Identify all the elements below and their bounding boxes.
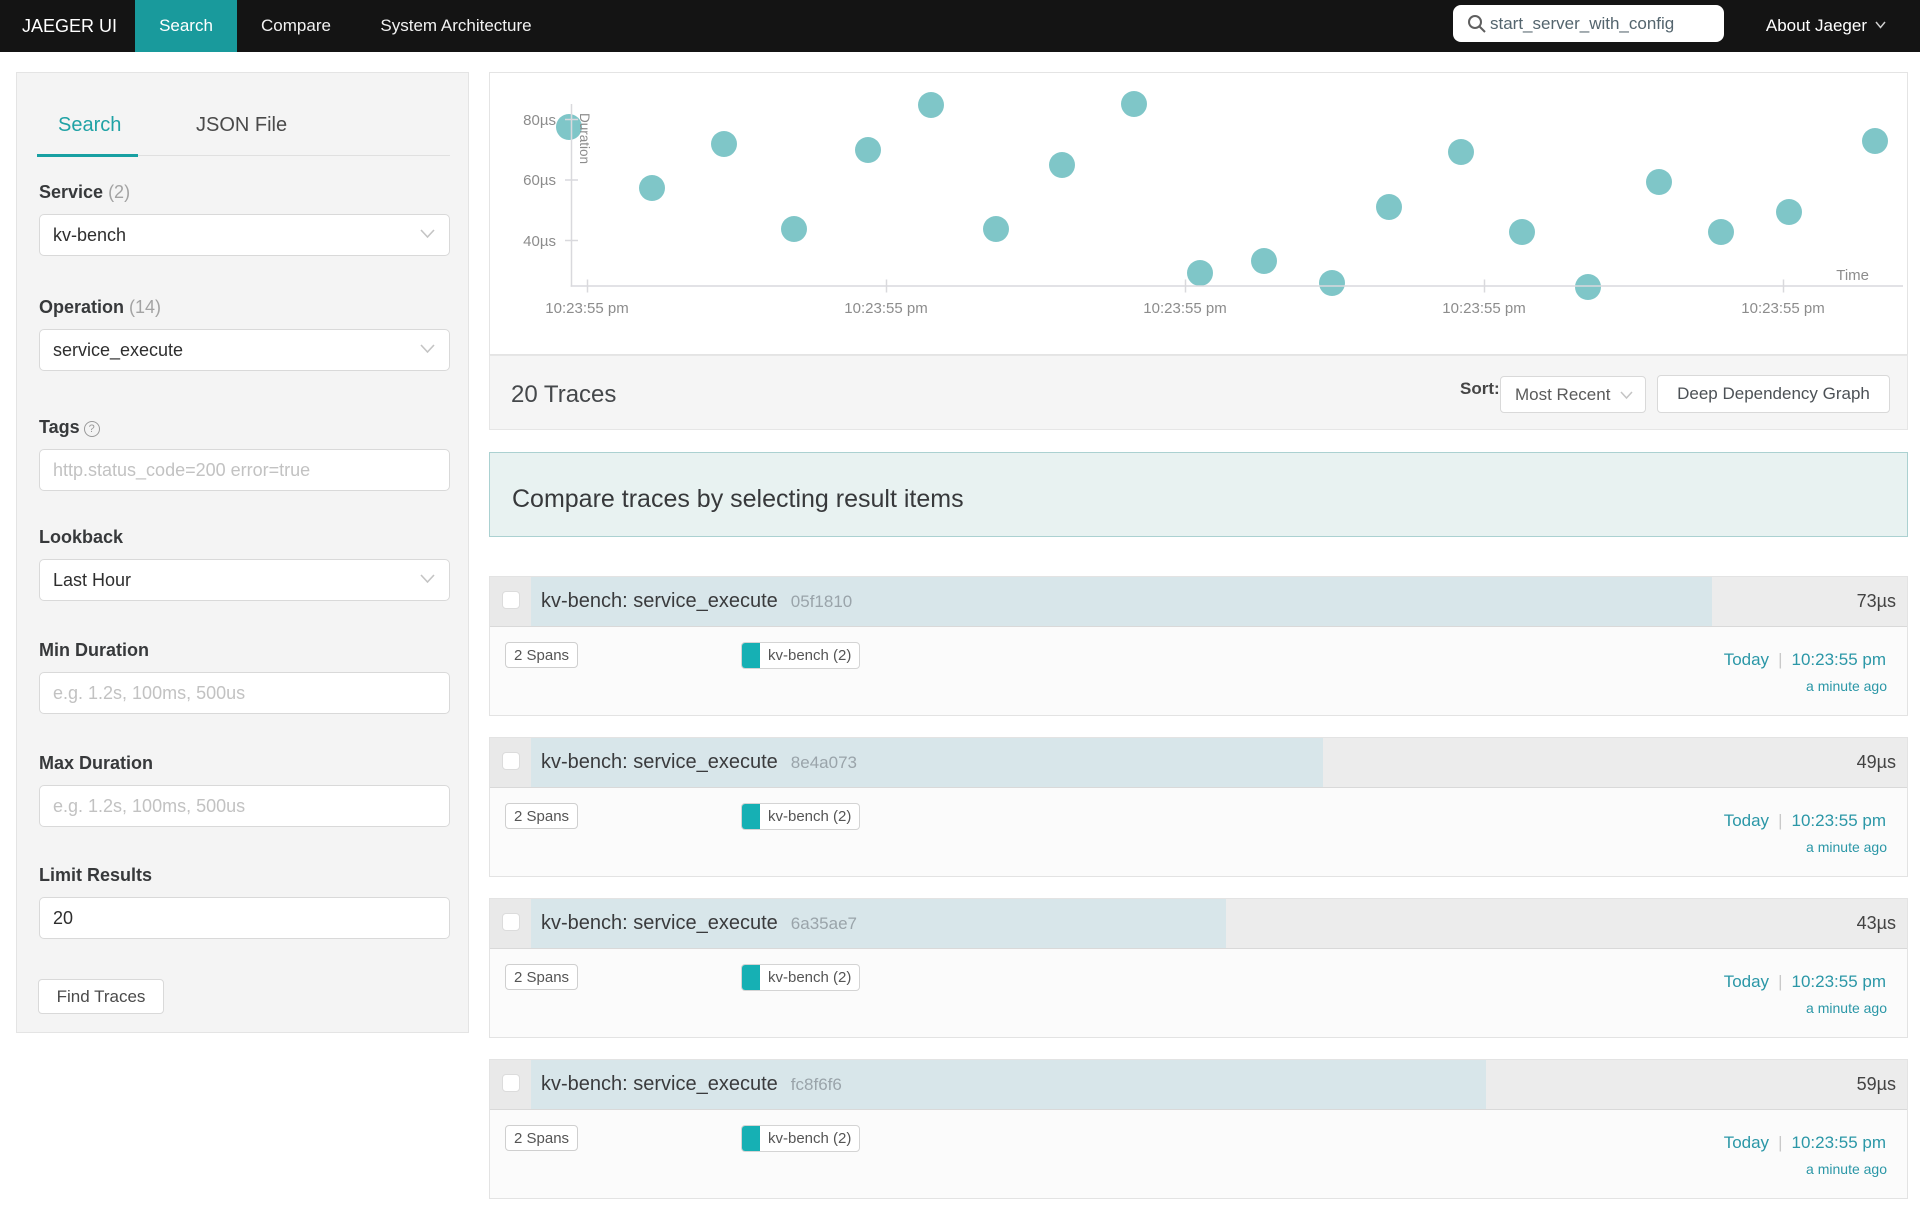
svg-text:60µs: 60µs <box>523 172 556 189</box>
svg-text:40µs: 40µs <box>523 233 556 250</box>
svg-text:10:23:55 pm: 10:23:55 pm <box>1442 300 1525 317</box>
svg-text:10:23:55 pm: 10:23:55 pm <box>1143 300 1226 317</box>
svg-text:Duration: Duration <box>577 113 592 164</box>
svg-text:80µs: 80µs <box>523 112 556 129</box>
svg-text:10:23:55 pm: 10:23:55 pm <box>1741 300 1824 317</box>
svg-text:10:23:55 pm: 10:23:55 pm <box>545 300 628 317</box>
svg-text:10:23:55 pm: 10:23:55 pm <box>844 300 927 317</box>
svg-text:Time: Time <box>1836 267 1869 284</box>
